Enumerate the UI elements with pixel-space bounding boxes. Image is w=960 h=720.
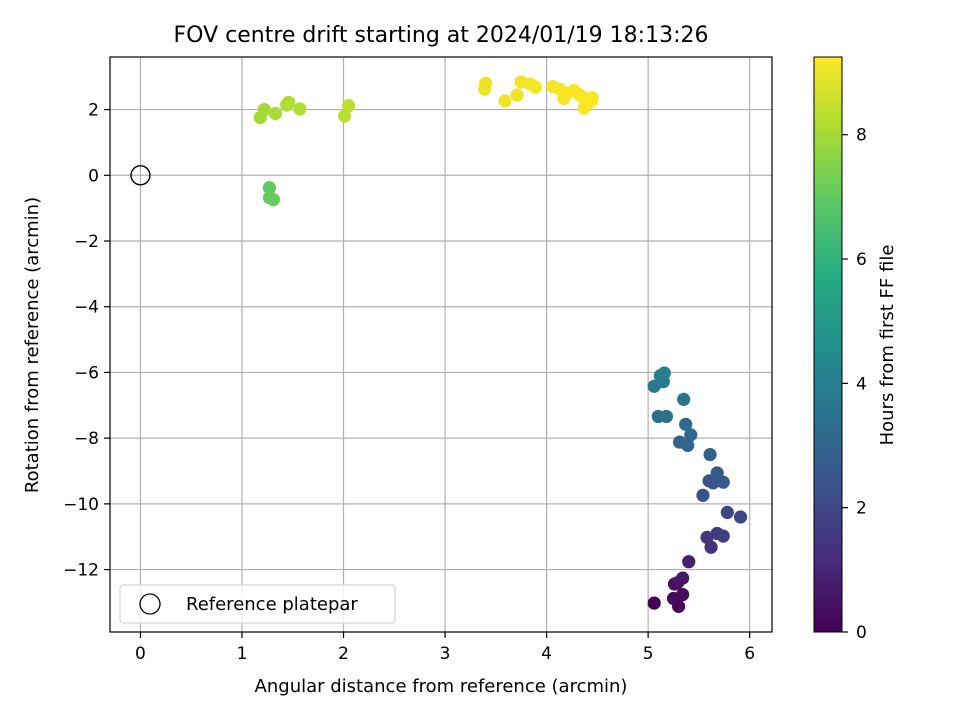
y-tick-label: −2 (74, 232, 99, 252)
data-point (337, 109, 352, 123)
data-point (677, 392, 691, 406)
data-points (253, 75, 748, 613)
data-point (266, 193, 281, 207)
data-point (657, 366, 671, 380)
legend-reference-marker (139, 593, 161, 615)
data-point (679, 417, 693, 431)
y-tick-label: 2 (88, 101, 99, 121)
y-tick-label: 0 (88, 166, 99, 186)
data-point (704, 540, 718, 554)
x-axis-label: Angular distance from reference (arcmin) (255, 676, 628, 697)
colorbar-tick-label: 2 (856, 499, 867, 519)
data-point (716, 475, 730, 489)
data-point (585, 91, 599, 105)
data-point (696, 488, 710, 502)
data-point (528, 80, 543, 94)
x-tick-label: 3 (440, 644, 451, 664)
data-point (282, 95, 296, 109)
x-tick-label: 6 (744, 644, 755, 664)
colorbar-tick-label: 8 (856, 126, 867, 146)
data-point (720, 505, 734, 519)
colorbar-tick-label: 4 (856, 374, 867, 394)
data-point (647, 596, 661, 610)
data-point (716, 529, 730, 543)
data-point (498, 94, 512, 108)
y-tick-label: −4 (74, 298, 99, 318)
reference-platepar-marker (130, 165, 151, 186)
colorbar-ticks: 0 2 4 6 8 (842, 126, 867, 643)
data-point (257, 102, 271, 117)
colorbar-label: Hours from first FF file (877, 245, 898, 446)
data-point (479, 76, 493, 90)
data-point (293, 102, 307, 116)
data-point (676, 587, 690, 602)
grid (110, 57, 772, 632)
data-point (676, 571, 690, 585)
legend: Reference platepar (119, 584, 396, 624)
data-point (268, 106, 283, 121)
y-tick-label: −10 (63, 495, 99, 515)
data-point (262, 181, 277, 195)
legend-box (119, 584, 396, 624)
data-point (510, 88, 524, 102)
x-tick-label: 0 (135, 644, 146, 664)
data-point (682, 555, 696, 569)
x-tick-label: 2 (338, 644, 349, 664)
y-tick-label: −12 (63, 561, 99, 581)
colorbar-tick-label: 6 (856, 250, 867, 270)
data-point (700, 530, 714, 544)
y-axis-ticks: −12 −10 −8 −6 −4 −2 0 2 (63, 101, 110, 581)
data-point (659, 409, 674, 424)
x-tick-label: 4 (541, 644, 552, 664)
data-point (733, 510, 748, 524)
data-point (681, 438, 695, 452)
data-point (706, 476, 720, 490)
y-tick-label: −8 (74, 429, 99, 449)
axes-frame (109, 56, 773, 633)
colorbar: 0 2 4 6 8 Hours from first FF file (813, 56, 898, 643)
chart-title: FOV centre drift starting at 2024/01/19 … (174, 23, 709, 48)
data-point (342, 99, 356, 113)
colorbar-tick-label: 0 (856, 623, 867, 643)
data-point (703, 447, 717, 462)
y-axis-label: Rotation from reference (arcmin) (22, 197, 43, 493)
data-point (684, 428, 698, 442)
legend-entry-reference: Reference platepar (186, 594, 358, 615)
x-tick-label: 5 (643, 644, 654, 664)
reference-marker-layer (130, 165, 151, 186)
x-tick-label: 1 (237, 644, 248, 664)
colorbar-gradient (813, 56, 843, 633)
x-axis-ticks: 0 1 2 3 4 5 6 (135, 632, 755, 664)
y-tick-label: −6 (74, 363, 99, 383)
